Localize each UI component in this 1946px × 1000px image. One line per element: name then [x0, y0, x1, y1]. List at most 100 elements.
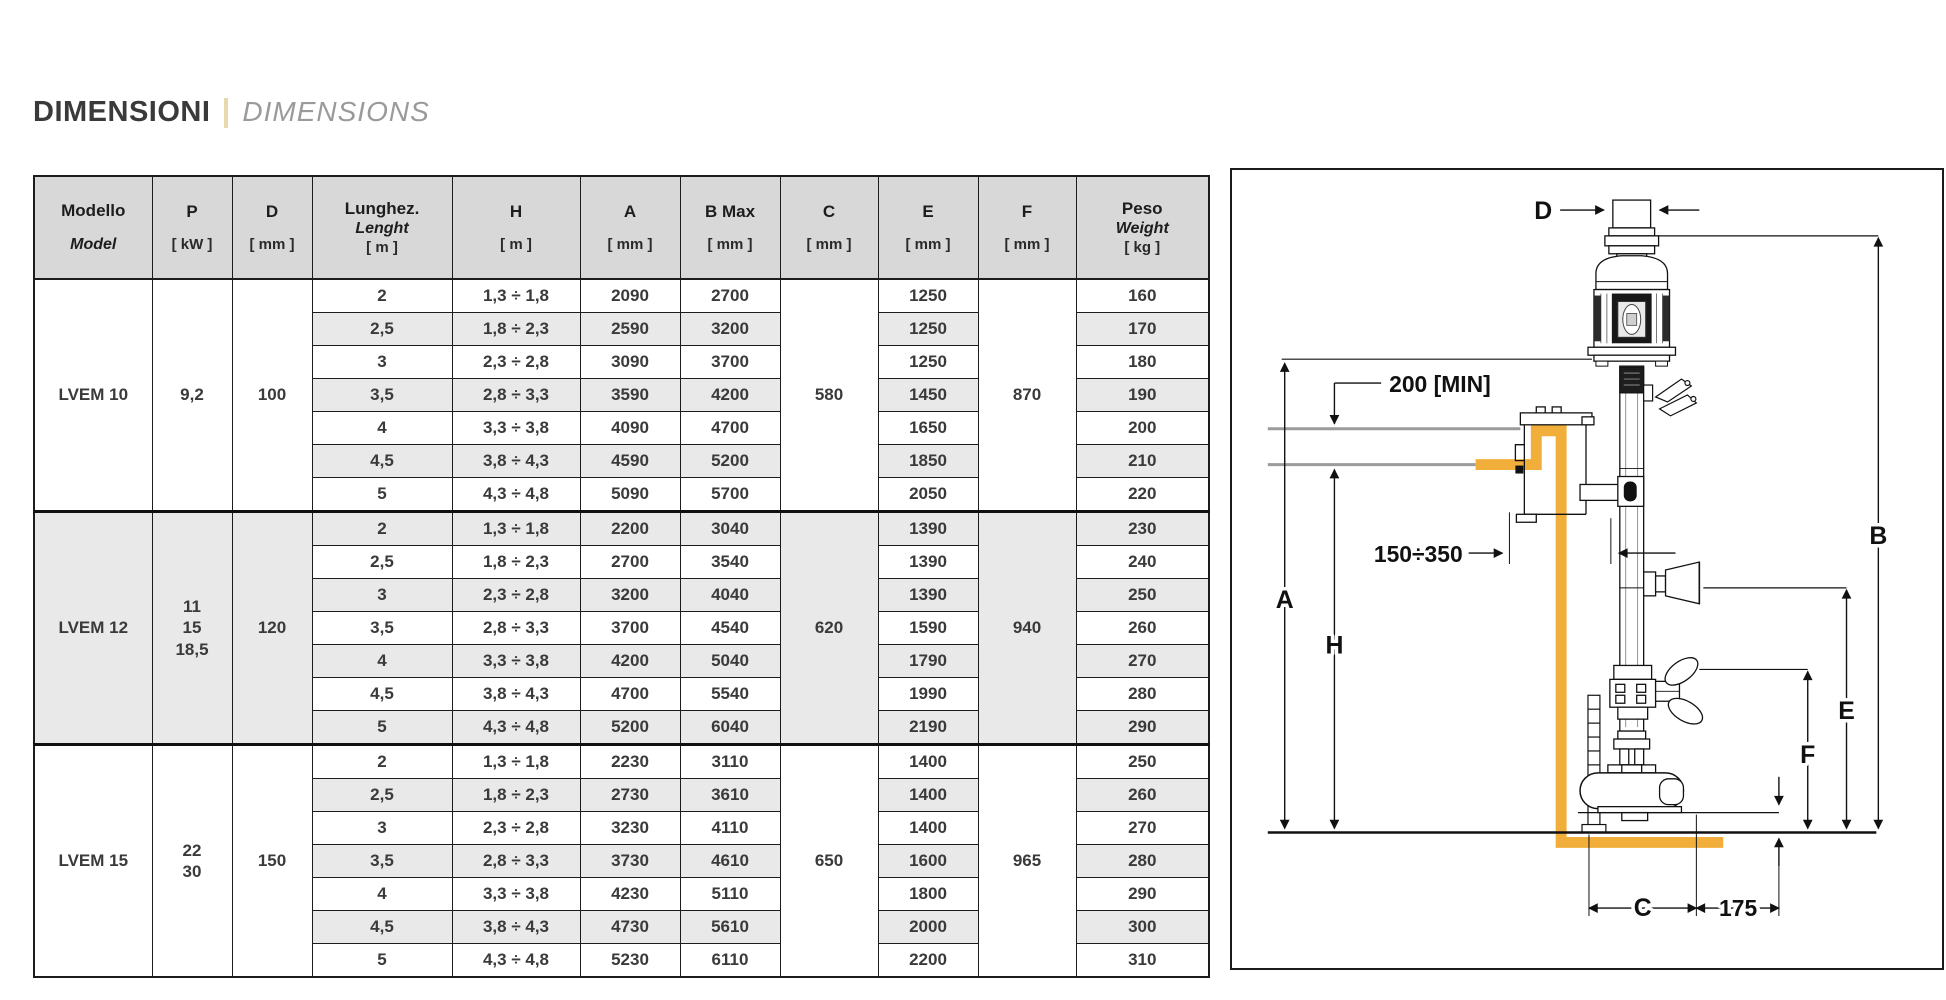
diameter-cell: 150: [231, 743, 313, 978]
a-cell: 2090: [579, 278, 681, 313]
length-cell: 3: [311, 345, 453, 379]
f-cell: 965: [977, 743, 1077, 978]
title-italian: DIMENSIONI: [33, 96, 211, 128]
length-cell: 3: [311, 578, 453, 612]
header-label: Modello: [61, 200, 126, 220]
bmax-cell: 5040: [679, 644, 781, 678]
bmax-cell: 4610: [679, 844, 781, 878]
e-cell: 1790: [877, 644, 979, 678]
a-cell: 2200: [579, 510, 681, 546]
table-row: LVEM 15 22 30 150 2 1,3 ÷ 1,8 2230 3110 650 1400 9…: [33, 743, 1210, 978]
a-cell: 4230: [579, 877, 681, 911]
dimensions-table: Modello Model P [ kW ] D [ mm ] Lunghez.…: [33, 175, 1210, 978]
e-cell: 1390: [877, 578, 979, 612]
header-label: D: [265, 201, 279, 221]
length-cell: 2: [311, 510, 453, 546]
weight-cell: 160: [1075, 278, 1210, 313]
power-value: 30: [182, 862, 202, 881]
h-range-cell: 3,8 ÷ 4,3: [451, 677, 581, 711]
h-range-cell: 1,3 ÷ 1,8: [451, 278, 581, 313]
table-row: 2,5 1,8 ÷ 2,3 2590 3200 1250 170: [34, 312, 1210, 346]
length-cell: 4,5: [311, 910, 453, 944]
bmax-cell: 4040: [679, 578, 781, 612]
weight-cell: 280: [1075, 677, 1210, 711]
dim-label-reach: 150÷350: [1374, 541, 1463, 567]
length-cell: 5: [311, 710, 453, 745]
clamp-wing-handles: [1643, 378, 1698, 417]
h-range-cell: 3,3 ÷ 3,8: [451, 411, 581, 445]
e-cell: 1990: [877, 677, 979, 711]
header-label: F: [1021, 201, 1033, 221]
bmax-cell: 5540: [679, 677, 781, 711]
pump-discharge-stub: [1604, 199, 1660, 261]
bmax-cell: 3700: [679, 345, 781, 379]
bmax-cell: 5200: [679, 444, 781, 478]
table-row: 5 4,3 ÷ 4,8 5230 6110 2200 310: [34, 943, 1210, 978]
h-range-cell: 1,3 ÷ 1,8: [451, 510, 581, 546]
col-header-peso: Peso Weight [ kg ]: [1075, 175, 1210, 280]
header-unit: [ mm ]: [1004, 235, 1050, 253]
length-cell: 3,5: [311, 378, 453, 412]
length-cell: 3: [311, 811, 453, 845]
bmax-cell: 4540: [679, 611, 781, 645]
length-cell: 5: [311, 943, 453, 978]
motor: [1587, 255, 1677, 367]
weight-cell: 260: [1075, 611, 1210, 645]
table-row: 2,5 1,8 ÷ 2,3 2730 3610 1400 260: [34, 778, 1210, 812]
h-range-cell: 2,8 ÷ 3,3: [451, 378, 581, 412]
col-header-length: Lunghez. Lenght [ m ]: [311, 175, 453, 280]
dim-label-h: H: [1325, 633, 1343, 660]
dim-label-f: F: [1800, 742, 1815, 769]
table-row: 2,5 1,8 ÷ 2,3 2700 3540 1390 240: [34, 545, 1210, 579]
col-header-modello: Modello Model: [33, 175, 153, 280]
h-range-cell: 3,8 ÷ 4,3: [451, 444, 581, 478]
bmax-cell: 3610: [679, 778, 781, 812]
power-cell: 22 30: [151, 743, 233, 978]
header-label: B Max: [704, 201, 756, 221]
discharge-pipe-orange: [1475, 425, 1724, 848]
a-cell: 3700: [579, 611, 681, 645]
table-row: 4 3,3 ÷ 3,8 4230 5110 1800 290: [34, 877, 1210, 911]
weight-cell: 310: [1075, 943, 1210, 978]
a-cell: 4730: [579, 910, 681, 944]
a-cell: 2700: [579, 545, 681, 579]
title-english: DIMENSIONS: [242, 96, 430, 127]
h-range-cell: 1,8 ÷ 2,3: [451, 545, 581, 579]
h-range-cell: 1,8 ÷ 2,3: [451, 312, 581, 346]
power-value: 9,2: [180, 385, 204, 405]
e-cell: 2200: [877, 943, 979, 978]
e-cell: 2000: [877, 910, 979, 944]
header-unit: [ kW ]: [171, 235, 213, 253]
table-row: 4,5 3,8 ÷ 4,3 4730 5610 2000 300: [34, 910, 1210, 944]
bmax-cell: 3110: [679, 743, 781, 779]
impeller-blade: [1667, 697, 1704, 725]
a-cell: 4090: [579, 411, 681, 445]
a-cell: 2230: [579, 743, 681, 779]
c-cell: 580: [779, 278, 879, 512]
header-label: H: [509, 201, 523, 221]
col-header-d: D [ mm ]: [231, 175, 313, 280]
power-value: 18,5: [175, 639, 209, 659]
h-range-cell: 1,8 ÷ 2,3: [451, 778, 581, 812]
impeller-blade: [1664, 657, 1699, 686]
a-cell: 2590: [579, 312, 681, 346]
h-range-cell: 3,8 ÷ 4,3: [451, 910, 581, 944]
length-cell: 2,5: [311, 545, 453, 579]
header-label: Lenght: [355, 219, 409, 237]
table-row: 4 3,3 ÷ 3,8 4200 5040 1790 270: [34, 644, 1210, 678]
water-level-lines: [1267, 427, 1521, 467]
header-label: E: [922, 201, 934, 221]
e-cell: 2190: [877, 710, 979, 745]
length-cell: 2: [311, 278, 453, 313]
weight-cell: 210: [1075, 444, 1210, 478]
length-cell: 3,5: [311, 844, 453, 878]
bmax-cell: 3200: [679, 312, 781, 346]
e-cell: 2050: [877, 477, 979, 512]
length-cell: 4,5: [311, 444, 453, 478]
header-label: Peso: [1121, 198, 1163, 218]
length-cell: 4: [311, 877, 453, 911]
weight-cell: 240: [1075, 545, 1210, 579]
c-cell: 620: [779, 510, 879, 745]
h-range-cell: 2,8 ÷ 3,3: [451, 611, 581, 645]
power-value: 11: [183, 597, 201, 617]
